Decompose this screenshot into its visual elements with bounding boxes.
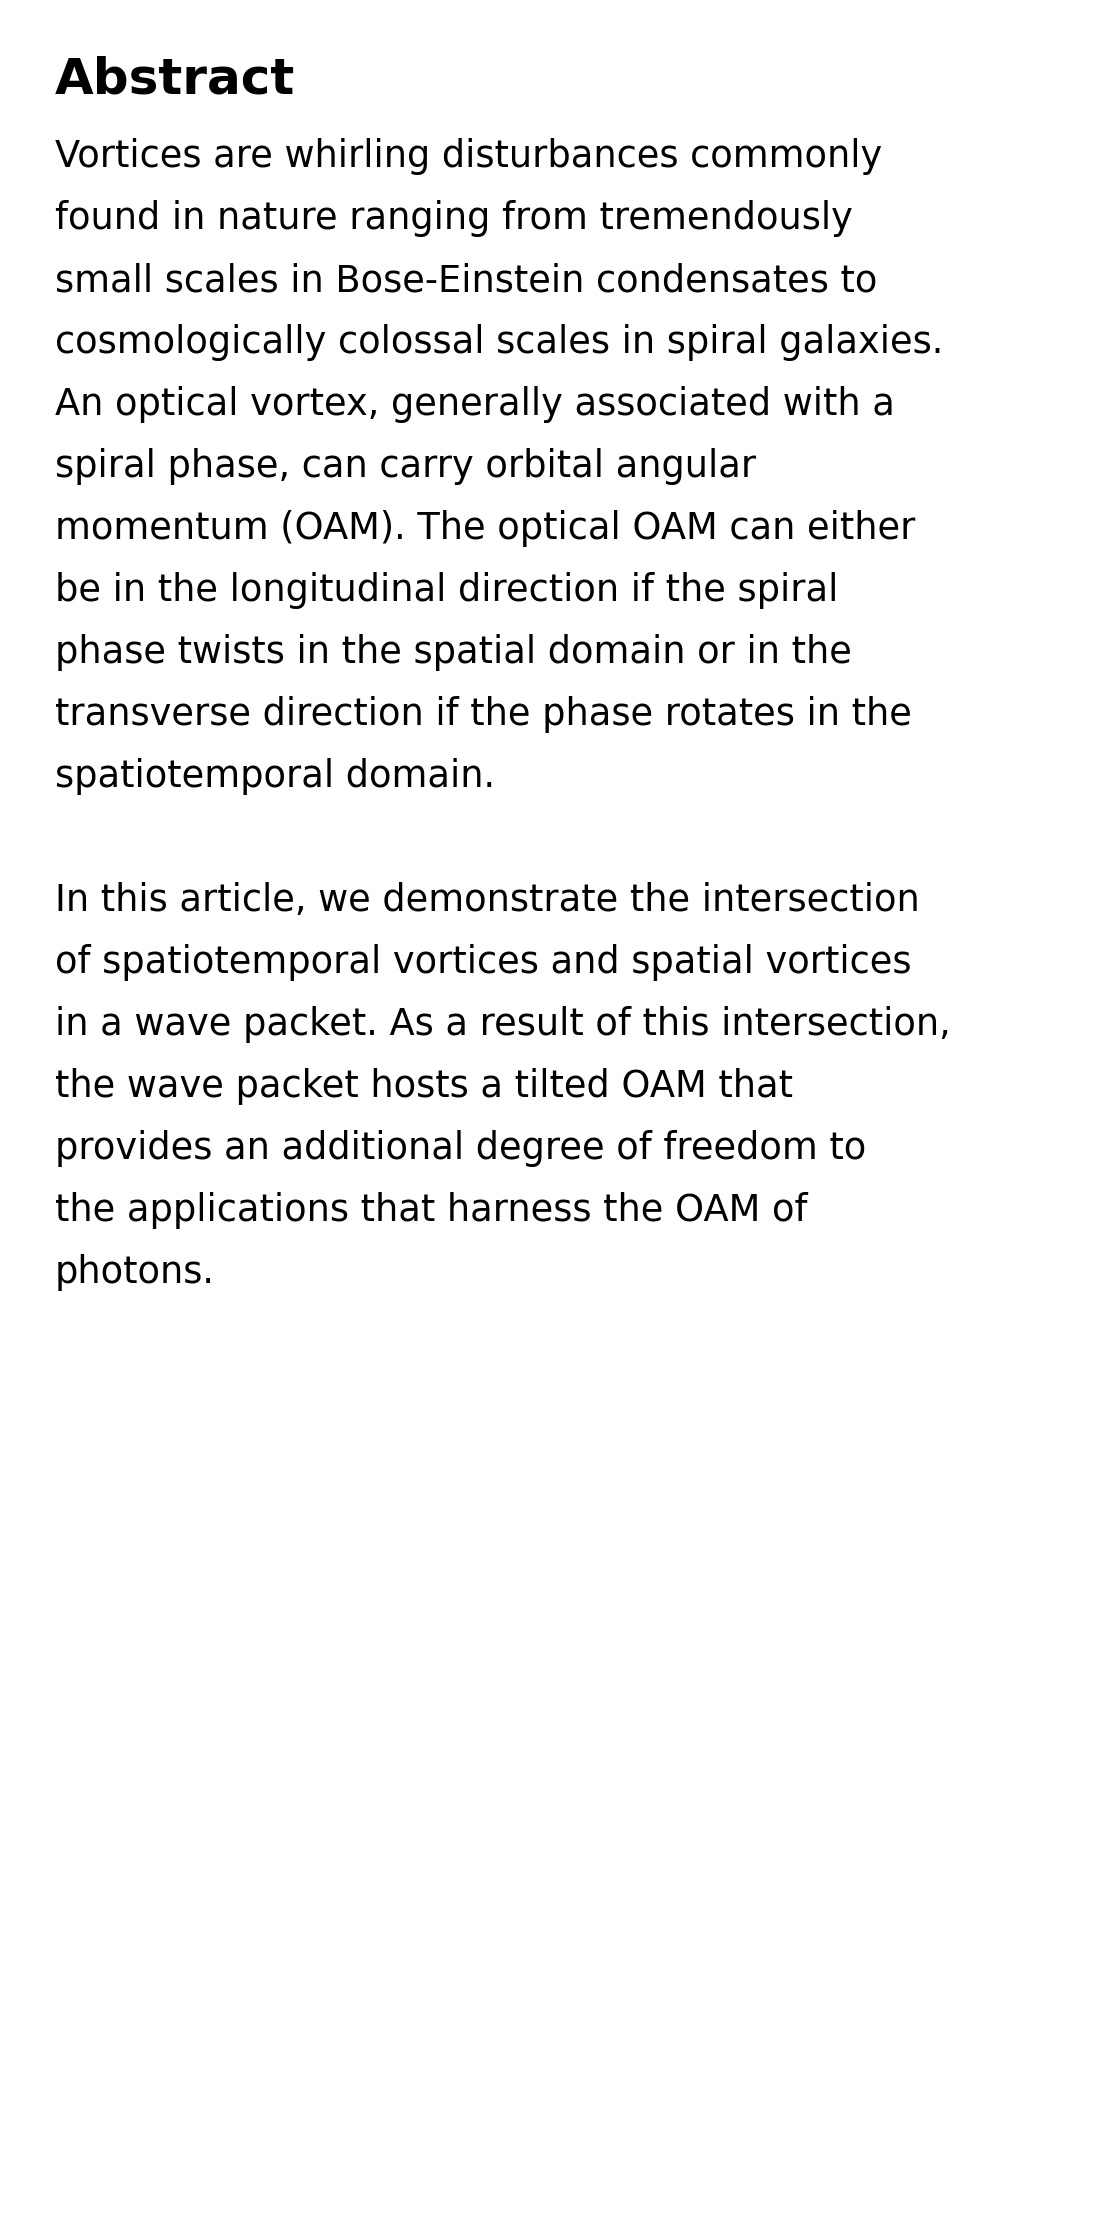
Text: Vortices are whirling disturbances commonly: Vortices are whirling disturbances commo… xyxy=(55,139,882,175)
Text: An optical vortex, generally associated with a: An optical vortex, generally associated … xyxy=(55,385,895,423)
Text: in a wave packet. As a result of this intersection,: in a wave packet. As a result of this in… xyxy=(55,1007,951,1043)
Text: of spatiotemporal vortices and spatial vortices: of spatiotemporal vortices and spatial v… xyxy=(55,944,911,980)
Text: be in the longitudinal direction if the spiral: be in the longitudinal direction if the … xyxy=(55,573,839,609)
Text: spiral phase, can carry orbital angular: spiral phase, can carry orbital angular xyxy=(55,448,756,486)
Text: phase twists in the spatial domain or in the: phase twists in the spatial domain or in… xyxy=(55,633,852,671)
Text: small scales in Bose-Einstein condensates to: small scales in Bose-Einstein condensate… xyxy=(55,262,877,300)
Text: photons.: photons. xyxy=(55,1253,214,1291)
Text: Abstract: Abstract xyxy=(55,56,295,103)
Text: the applications that harness the OAM of: the applications that harness the OAM of xyxy=(55,1193,808,1229)
Text: provides an additional degree of freedom to: provides an additional degree of freedom… xyxy=(55,1130,867,1166)
Text: In this article, we demonstrate the intersection: In this article, we demonstrate the inte… xyxy=(55,882,919,920)
Text: found in nature ranging from tremendously: found in nature ranging from tremendousl… xyxy=(55,199,853,237)
Text: transverse direction if the phase rotates in the: transverse direction if the phase rotate… xyxy=(55,696,911,734)
Text: momentum (OAM). The optical OAM can either: momentum (OAM). The optical OAM can eith… xyxy=(55,510,915,546)
Text: cosmologically colossal scales in spiral galaxies.: cosmologically colossal scales in spiral… xyxy=(55,325,944,360)
Text: the wave packet hosts a tilted OAM that: the wave packet hosts a tilted OAM that xyxy=(55,1068,793,1106)
Text: spatiotemporal domain.: spatiotemporal domain. xyxy=(55,759,495,794)
